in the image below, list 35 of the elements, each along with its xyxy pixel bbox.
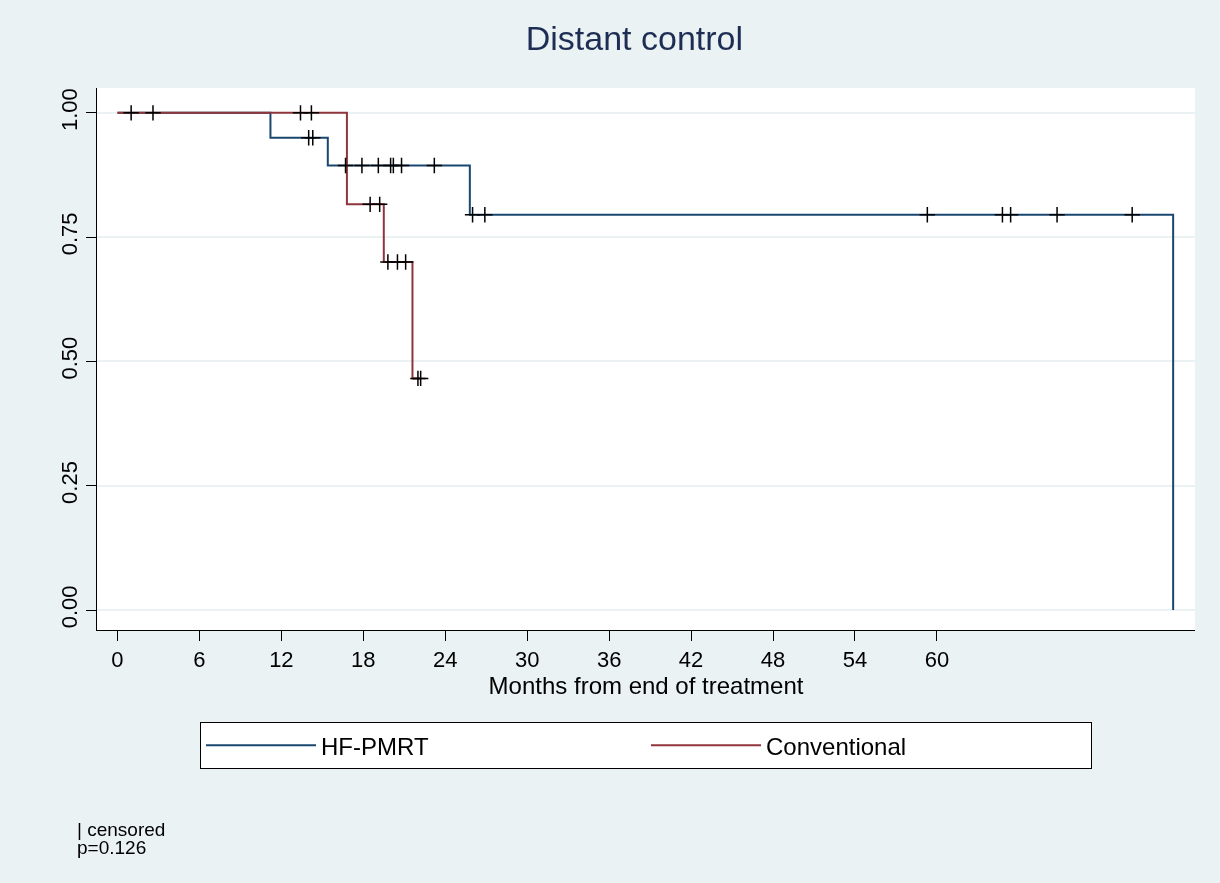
- x-tick-label: 30: [514, 647, 540, 673]
- point: [1123, 206, 1141, 224]
- x-tick-label: 54: [842, 647, 868, 673]
- point: [144, 104, 162, 122]
- x-tick-label: 36: [596, 647, 622, 673]
- x-tick-label: 48: [760, 647, 786, 673]
- legend-label: Conventional: [766, 732, 907, 760]
- x-tick-label: 18: [351, 647, 376, 673]
- point: [337, 157, 354, 175]
- x-tick-label: 0: [111, 647, 124, 673]
- x-tick-label: 60: [924, 647, 950, 673]
- point: [393, 157, 410, 175]
- point: [371, 195, 389, 213]
- y-tick-label: 0.75: [57, 212, 83, 256]
- y-tick-label: 1.00: [57, 88, 83, 131]
- point: [302, 104, 320, 122]
- point: [1002, 206, 1020, 224]
- x-tick-label: 24: [433, 647, 458, 673]
- point: [1048, 206, 1066, 224]
- x-tick-label: 6: [193, 647, 206, 673]
- y-tick-label: 0.25: [57, 461, 83, 504]
- x-axis-title: Months from end of treatment: [488, 672, 804, 700]
- y-tick-label: 0.50: [57, 336, 83, 380]
- x-tick-label: 12: [269, 647, 294, 673]
- point: [122, 104, 140, 122]
- point: [476, 206, 494, 224]
- y-tick-label: 0.00: [57, 585, 83, 629]
- text: | censored: [77, 819, 166, 840]
- chart-title: Distant control: [525, 19, 744, 58]
- legend-label: HF-PMRT: [321, 732, 429, 760]
- point: [353, 157, 371, 175]
- point: [397, 253, 415, 271]
- point: [918, 206, 936, 224]
- point: [425, 157, 443, 175]
- x-tick-label: 42: [678, 647, 704, 673]
